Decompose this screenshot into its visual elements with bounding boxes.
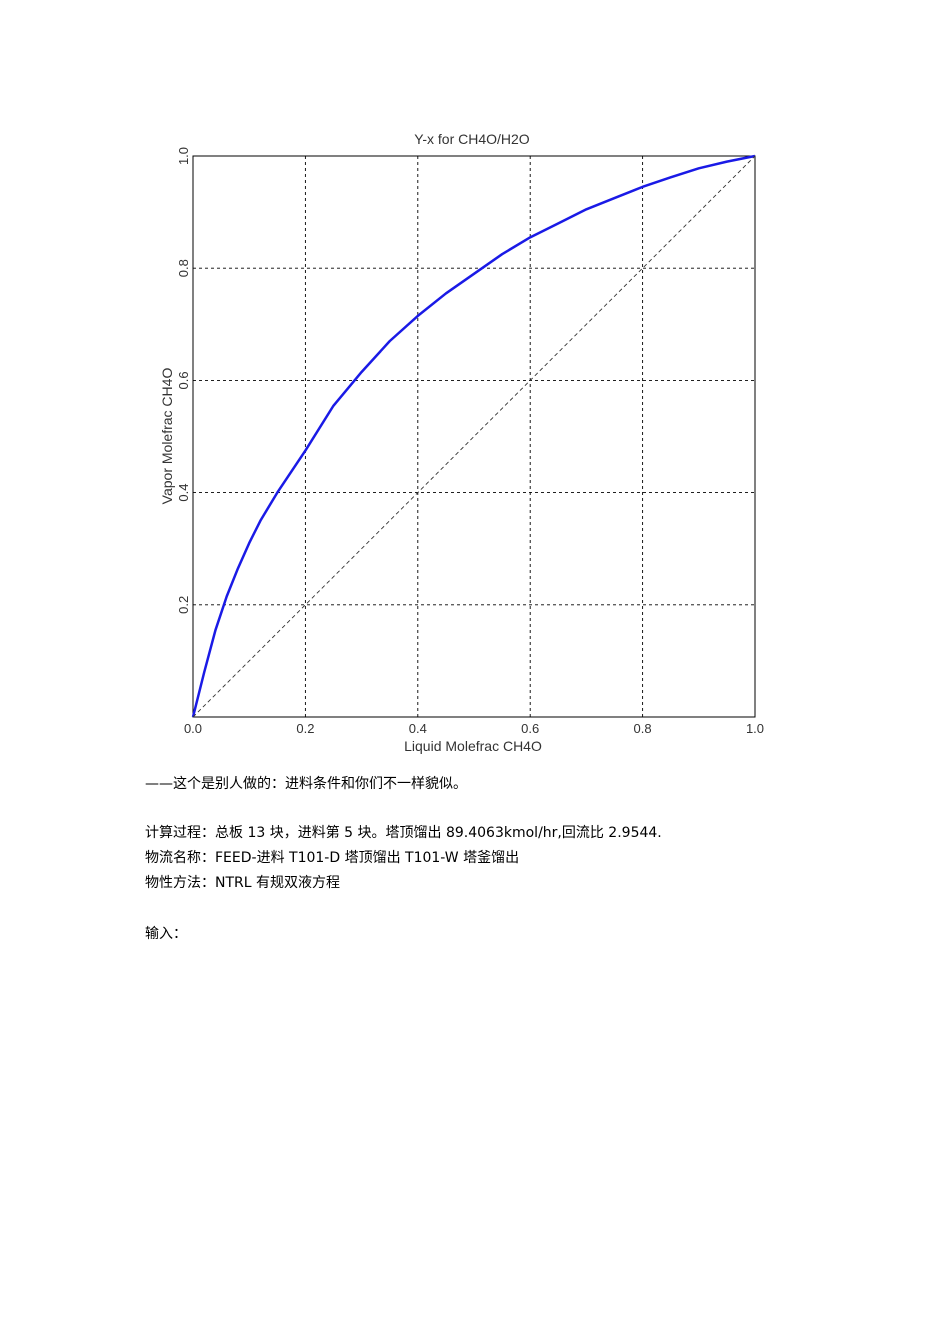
x-tick-label: 0.6 [521, 721, 539, 736]
vle-chart: 0.0 0.2 0.4 0.6 0.8 1.0 0.2 0.4 0.6 0.8 1.0 Y-x fo… [159, 131, 764, 754]
y-tick-label: 1.0 [176, 147, 191, 165]
y-axis-label: Vapor Molefrac CH4O [159, 368, 175, 505]
tick-labels: 0.0 0.2 0.4 0.6 0.8 1.0 0.2 0.4 0.6 0.8 1.0 [176, 147, 764, 736]
property-method-line: 物性方法：NTRL 有规双液方程 [145, 875, 341, 891]
x-tick-label: 1.0 [746, 721, 764, 736]
series-layer [191, 154, 756, 718]
y-tick-label: 0.2 [176, 596, 191, 614]
y-tick-label: 0.4 [176, 484, 191, 502]
y-tick-label: 0.6 [176, 371, 191, 389]
x-tick-label: 0.4 [409, 721, 427, 736]
grid [193, 156, 755, 717]
note-paragraph: ——这个是别人做的：进料条件和你们不一样貌似。 [145, 776, 467, 792]
y-tick-label: 0.8 [176, 259, 191, 277]
x-tick-label: 0.8 [634, 721, 652, 736]
calc-process-line: 计算过程：总板 13 块，进料第 5 块。塔顶馏出 89.4063kmol/hr… [145, 825, 662, 841]
plot-frame [192, 155, 756, 718]
input-heading: 输入： [145, 926, 187, 942]
equilibrium-curve [191, 154, 756, 718]
chart-title: Y-x for CH4O/H2O [414, 131, 530, 147]
x-tick-label: 0.2 [296, 721, 314, 736]
x-axis-label: Liquid Molefrac CH4O [404, 738, 542, 754]
x-tick-label: 0.0 [184, 721, 202, 736]
diagonal-reference-line [192, 155, 756, 718]
stream-names-line: 物流名称：FEED-进料 T101-D 塔顶馏出 T101-W 塔釜馏出 [145, 850, 520, 866]
